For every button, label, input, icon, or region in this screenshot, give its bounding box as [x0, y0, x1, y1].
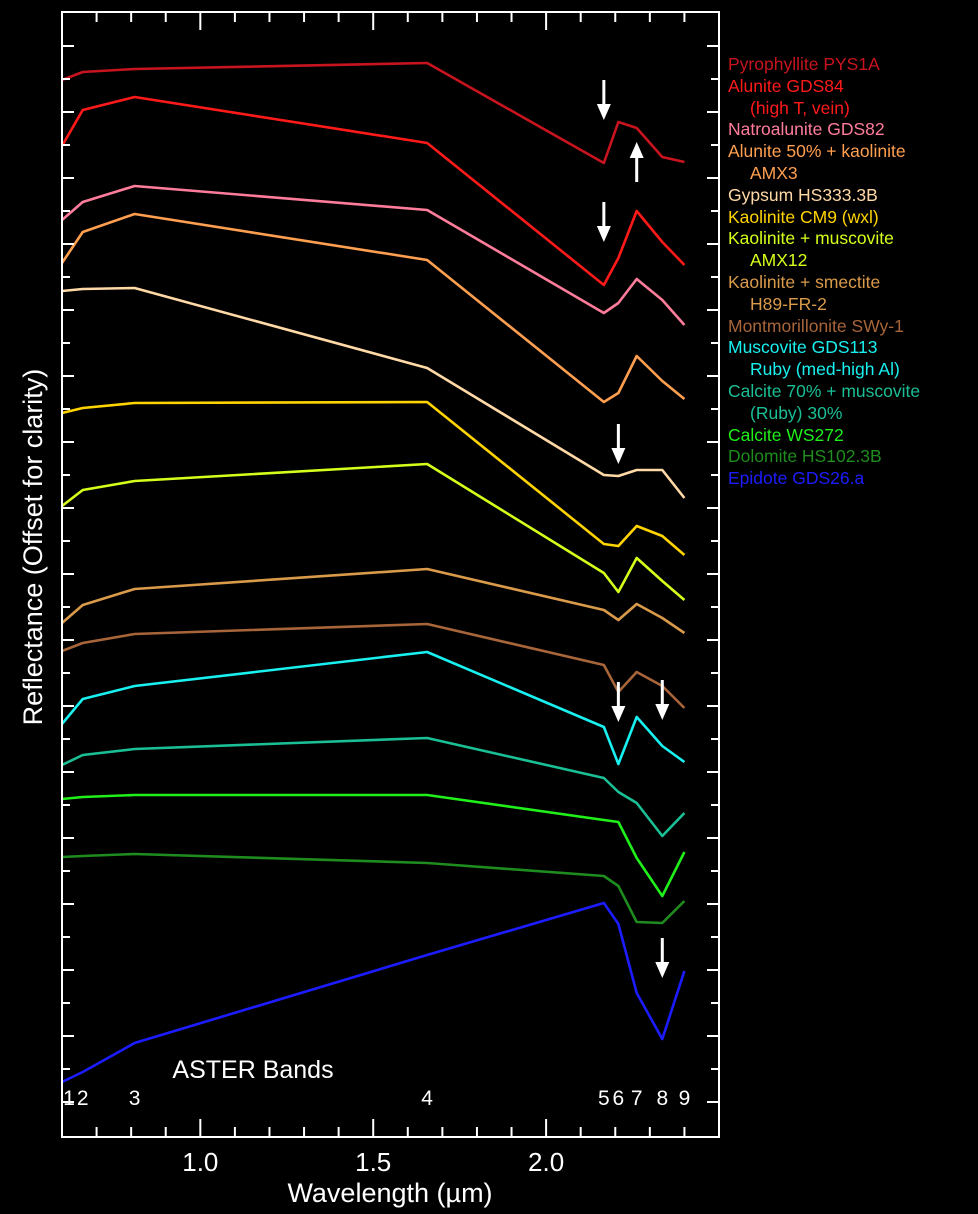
- band-caption: ASTER Bands: [172, 1056, 333, 1084]
- x-tick-label: 1.5: [355, 1147, 391, 1177]
- series-line: [61, 462, 686, 601]
- series-line: [61, 622, 686, 709]
- series-layer: [60, 61, 686, 1084]
- legend-entry: Alunite 50% + kaolinite AMX3: [728, 141, 978, 185]
- band-label: 3: [129, 1087, 141, 1110]
- legend-entry: Kaolinite + smectite H89-FR-2: [728, 272, 978, 316]
- series-line: [61, 901, 686, 1084]
- legend-entry: Epidote GDS26.a: [728, 468, 978, 490]
- legend-label: Gypsum HS333.3B: [728, 184, 878, 205]
- series-line: [61, 184, 686, 326]
- band-label: 7: [631, 1087, 643, 1110]
- legend-label: Kaolinite CM9 (wxl): [728, 206, 879, 227]
- legend-entry: Calcite WS272: [728, 425, 978, 447]
- band-label: 6: [613, 1087, 625, 1110]
- legend-label: Alunite GDS84: [728, 75, 844, 96]
- series-line: [60, 212, 686, 404]
- legend-label: Kaolinite + smectite: [728, 271, 881, 292]
- arrow-up-icon: [629, 142, 644, 182]
- legend-entry: Gypsum HS333.3B: [728, 185, 978, 207]
- legend: Pyrophyllite PYS1A Alunite GDS84 (high T, …: [728, 54, 978, 490]
- band-label: 4: [421, 1087, 433, 1110]
- x-tick-label: 1.0: [182, 1147, 218, 1177]
- series-line: [61, 400, 686, 556]
- band-label: 1: [63, 1087, 75, 1110]
- legend-entry: Calcite 70% + muscovite (Ruby) 30%: [728, 381, 978, 425]
- legend-label: Calcite WS272: [728, 424, 844, 445]
- arrow-down-icon: [596, 80, 611, 120]
- legend-label: Epidote GDS26.a: [728, 468, 865, 489]
- legend-entry: Muscovite GDS113 Ruby (med-high Al): [728, 337, 978, 381]
- legend-entry: Alunite GDS84 (high T, vein): [728, 76, 978, 120]
- tick-layer: 1.0 1.5 2.0: [62, 12, 719, 1177]
- series-line: [61, 286, 686, 499]
- legend-label: Dolomite HS102.3B: [728, 446, 882, 467]
- legend-label: Ruby (med-high Al): [750, 359, 900, 380]
- series-line: [61, 61, 685, 165]
- legend-label: Natroalunite GDS82: [728, 119, 885, 140]
- arrow-down-icon: [655, 680, 670, 720]
- series-line: [60, 650, 686, 766]
- legend-label: Kaolinite + muscovite: [728, 228, 894, 249]
- series-line: [61, 793, 686, 898]
- band-label: 8: [656, 1087, 668, 1110]
- arrow-down-icon: [596, 202, 611, 242]
- legend-label: Montmorillonite SWy-1: [728, 315, 904, 336]
- legend-label: (Ruby) 30%: [750, 402, 843, 423]
- arrow-down-icon: [611, 424, 626, 464]
- arrow-down-icon: [611, 682, 626, 722]
- annotation-layer: [596, 80, 670, 978]
- series-line: [61, 567, 686, 635]
- series-line: [60, 95, 686, 287]
- legend-label: Alunite 50% + kaolinite: [728, 141, 906, 162]
- legend-entry: Natroalunite GDS82: [728, 119, 978, 141]
- y-axis-label: Reflectance (Offset for clarity): [18, 369, 48, 726]
- arrow-down-icon: [655, 938, 670, 978]
- legend-label: AMX3: [750, 162, 798, 183]
- series-line: [61, 852, 686, 925]
- legend-label: AMX12: [750, 250, 808, 271]
- legend-entry: Pyrophyllite PYS1A: [728, 54, 978, 76]
- legend-label: H89-FR-2: [750, 293, 827, 314]
- legend-label: (high T, vein): [750, 97, 850, 118]
- series-line: [61, 736, 686, 838]
- x-axis-label: Wavelength (µm): [287, 1178, 492, 1208]
- legend-entry: Dolomite HS102.3B: [728, 446, 978, 468]
- legend-label: Muscovite GDS113: [728, 337, 878, 358]
- band-label: 2: [77, 1087, 89, 1110]
- legend-entry: Kaolinite + muscovite AMX12: [728, 228, 978, 272]
- legend-label: Pyrophyllite PYS1A: [728, 54, 880, 74]
- band-label: 9: [679, 1087, 691, 1110]
- legend-entry: Montmorillonite SWy-1: [728, 316, 978, 338]
- band-label: 5: [598, 1087, 610, 1110]
- x-tick-label: 2.0: [528, 1147, 564, 1177]
- legend-entry: Kaolinite CM9 (wxl): [728, 207, 978, 229]
- legend-label: Calcite 70% + muscovite: [728, 380, 921, 401]
